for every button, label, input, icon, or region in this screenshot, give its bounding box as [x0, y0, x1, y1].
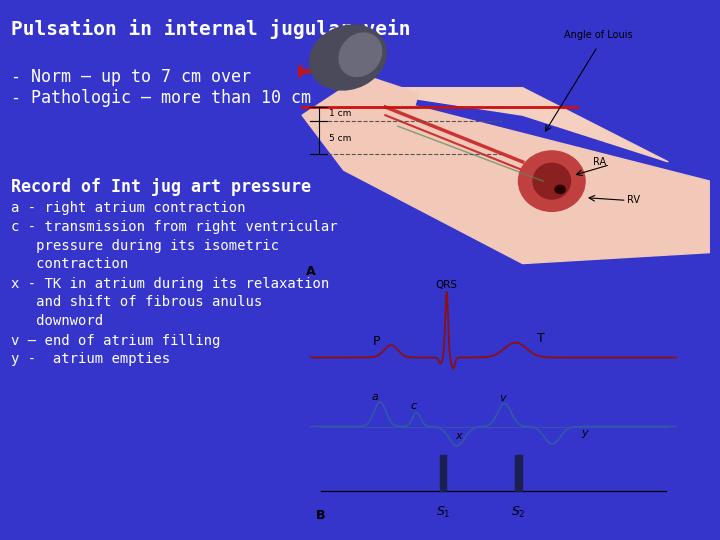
Text: x - TK in atrium during its relaxation: x - TK in atrium during its relaxation: [11, 277, 329, 291]
Text: RV: RV: [626, 195, 639, 205]
Text: y: y: [582, 428, 588, 438]
Text: c: c: [410, 401, 417, 411]
Text: A: A: [306, 265, 316, 278]
Text: RA: RA: [593, 157, 606, 167]
Text: 5 cm: 5 cm: [329, 134, 351, 143]
Ellipse shape: [339, 33, 382, 77]
Text: 1 cm: 1 cm: [329, 109, 351, 118]
Text: B: B: [316, 509, 325, 522]
Text: P: P: [372, 335, 380, 348]
Polygon shape: [302, 87, 710, 264]
Polygon shape: [336, 71, 418, 121]
Text: QRS: QRS: [436, 280, 458, 291]
Ellipse shape: [518, 151, 585, 211]
Text: v – end of atrium filling: v – end of atrium filling: [11, 334, 220, 348]
Text: a: a: [371, 392, 378, 402]
Ellipse shape: [533, 163, 570, 199]
Polygon shape: [343, 87, 668, 162]
Text: - Pathologic – more than 10 cm: - Pathologic – more than 10 cm: [11, 89, 311, 107]
Ellipse shape: [555, 185, 565, 193]
Ellipse shape: [310, 25, 386, 90]
Text: contraction: contraction: [11, 257, 128, 271]
Text: downword: downword: [11, 314, 103, 328]
Text: a - right atrium contraction: a - right atrium contraction: [11, 201, 246, 215]
Text: $S_1$: $S_1$: [436, 505, 450, 520]
Text: x: x: [456, 431, 462, 441]
Text: y -  atrium empties: y - atrium empties: [11, 352, 170, 366]
Text: - Norm – up to 7 cm over: - Norm – up to 7 cm over: [11, 68, 251, 85]
Text: and shift of fibrous anulus: and shift of fibrous anulus: [11, 295, 262, 309]
Text: Pulsation in internal jugular vein: Pulsation in internal jugular vein: [11, 19, 410, 39]
Text: T: T: [537, 332, 545, 345]
Text: $S_2$: $S_2$: [511, 505, 526, 520]
Text: Record of Int jug art pressure: Record of Int jug art pressure: [11, 178, 311, 196]
Text: v: v: [500, 394, 506, 403]
Text: Angle of Louis: Angle of Louis: [564, 30, 633, 40]
Text: c - transmission from right ventricular: c - transmission from right ventricular: [11, 220, 338, 234]
Text: pressure during its isometric: pressure during its isometric: [11, 239, 279, 253]
